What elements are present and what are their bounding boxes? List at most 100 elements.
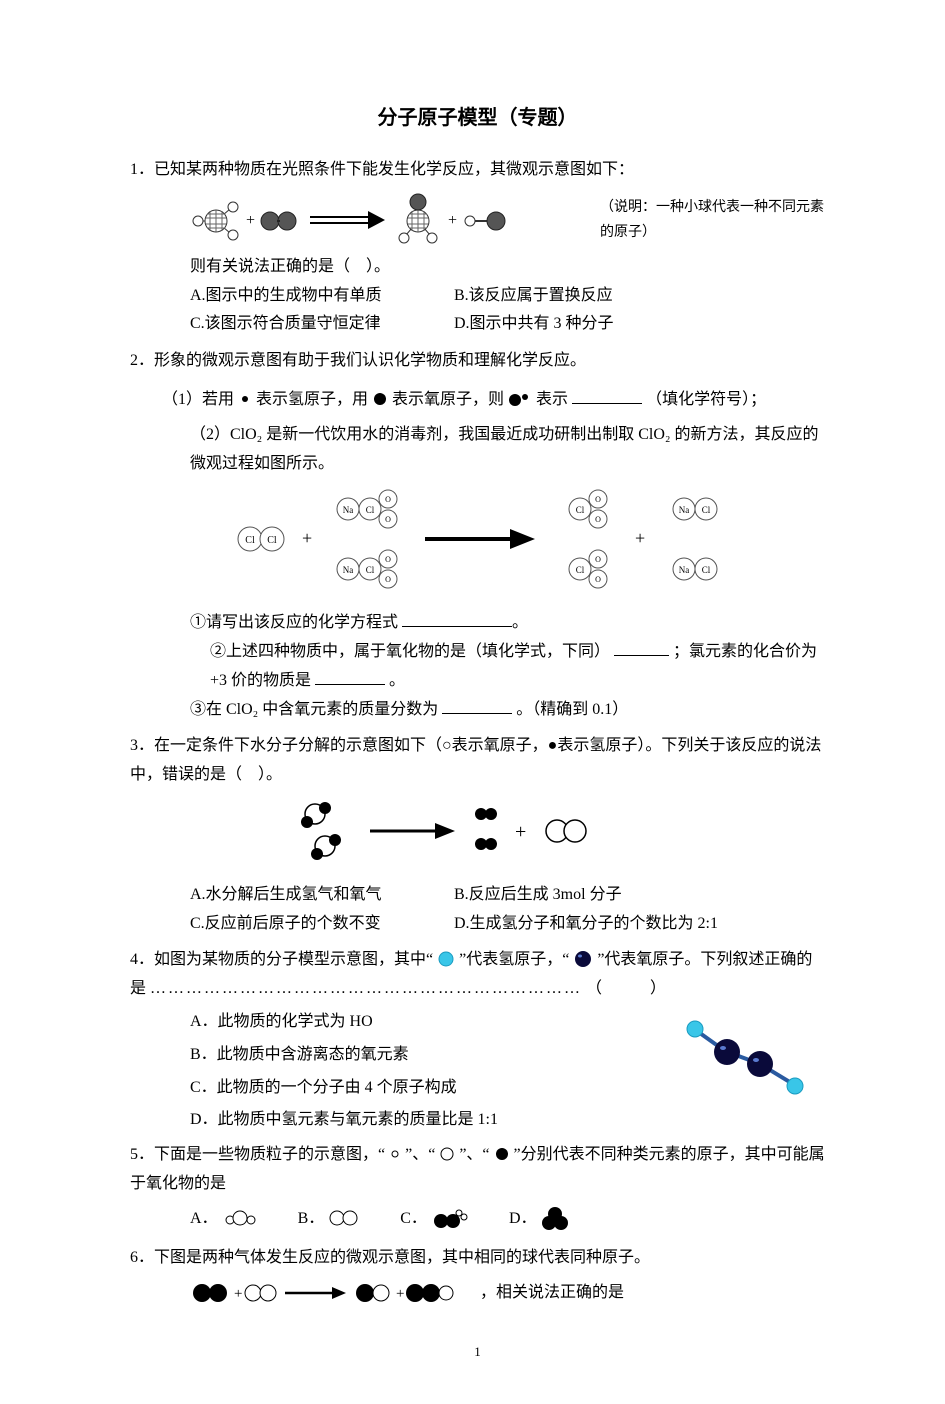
svg-text:Cl: Cl	[702, 505, 711, 515]
q2-p1: （1）若用 表示氢原子，用 表示氧原子，则 表示 （填化学符号）；	[162, 386, 825, 415]
q1-opt-b: B.该反应属于置换反应	[454, 282, 714, 311]
q3-h2-1	[475, 808, 497, 820]
q5-sc: ”、“	[459, 1146, 489, 1163]
q2-diagram: Cl Cl + Na Cl O O Na Cl O O	[230, 484, 825, 605]
q4-h2o2-svg	[675, 1016, 815, 1096]
q5-icon-med	[439, 1146, 455, 1162]
q2-nacl-bot: Na Cl	[673, 558, 717, 580]
q3-h2o-2	[311, 834, 341, 860]
svg-text:+: +	[396, 1286, 404, 1302]
q2-p1e: （填化学符号）；	[646, 391, 766, 408]
svg-text:O: O	[385, 555, 391, 564]
q4-d: D．此物质中氢元素与氧元素的质量比是 1:1	[190, 1106, 825, 1135]
q3-o2	[546, 820, 586, 842]
q4-figure	[675, 1016, 815, 1107]
q2-h-atom-icon	[238, 392, 252, 406]
q5-opt-a: A．	[190, 1205, 258, 1234]
svg-text:Na: Na	[679, 505, 690, 515]
q2-i2: ②上述四种物质中，属于氧化物的是（填化学式，下同） ；氯元素的化合价为+3 价的…	[210, 638, 825, 696]
q2-i2a: ②上述四种物质中，属于氧化物的是（填化学式，下同）	[210, 643, 610, 660]
q4-o-icon	[573, 949, 593, 969]
q6-tail: ，相关说法正确的是	[480, 1279, 624, 1308]
q1-after-fig: 则有关说法正确的是（ ）。	[190, 253, 825, 282]
svg-text:+: +	[234, 1286, 242, 1302]
q5-icon-small	[389, 1148, 401, 1160]
q1-diagram-row: +	[190, 191, 825, 249]
q5-opt-b: B．	[298, 1205, 361, 1234]
q2-naclo2-top: Na Cl O O	[337, 490, 397, 528]
q3-svg: +	[290, 796, 630, 866]
q5-opts: A． B． C． D．	[190, 1205, 825, 1234]
q2-p2: （2）ClO₂ 是新一代饮用水的消毒剂，我国最近成功研制出制取 ClO₂ 的新方…	[190, 421, 825, 479]
q3-diagram: +	[290, 796, 825, 877]
q2-naclo2-bot: Na Cl O O	[337, 550, 397, 588]
q3-a: A.水分解后生成氢气和氧气	[190, 881, 450, 910]
q4-dots: ………………………………………………………………	[150, 980, 582, 997]
q1-reaction-svg: +	[190, 191, 570, 249]
q2-cl2: Cl Cl	[238, 527, 284, 551]
q1-opt-c: C.该图示符合质量守恒定律	[190, 310, 450, 339]
q5-c-label: C．	[400, 1210, 427, 1227]
q2-i1-text: ①请写出该反应的化学方程式	[190, 614, 398, 631]
page-title: 分子原子模型（专题）	[130, 100, 825, 136]
q2-clo2-top: Cl O O	[569, 490, 607, 528]
svg-text:O: O	[385, 515, 391, 524]
svg-text:O: O	[595, 495, 601, 504]
q2-i3b: 。（精确到 0.1）	[516, 701, 628, 718]
q5-a-label: A．	[190, 1210, 218, 1227]
svg-text:Cl: Cl	[702, 565, 711, 575]
q6-row: + + ，相关说法正确的是	[190, 1276, 825, 1310]
q2-blank1	[572, 387, 642, 404]
q4-sb: ”代表氢原子，“	[459, 951, 569, 968]
q1-mol-left	[193, 202, 238, 240]
q2-p1a: （1）若用	[162, 391, 234, 408]
q6-svg: + +	[190, 1276, 480, 1310]
q5-b-label: B．	[298, 1210, 325, 1227]
svg-text:Cl: Cl	[366, 565, 375, 575]
svg-text:Cl: Cl	[576, 565, 585, 575]
q5-a-svg	[222, 1208, 258, 1228]
q5-d-label: D．	[509, 1210, 537, 1227]
q1-plus-1: +	[246, 212, 255, 229]
q5-icon-black	[494, 1146, 510, 1162]
q4-h-icon	[437, 950, 455, 968]
q3-plus: +	[515, 821, 526, 843]
q3-c: C.反应前后原子的个数不变	[190, 910, 450, 939]
q1-prod1	[399, 194, 437, 243]
q3-h2-2	[475, 838, 497, 850]
q2-reaction-svg: Cl Cl + Na Cl O O Na Cl O O	[230, 484, 790, 594]
q2-plus1: +	[302, 528, 312, 548]
q2-blank-val	[315, 668, 385, 685]
svg-text:Cl: Cl	[245, 535, 255, 546]
q2-stem: 2．形象的微观示意图有助于我们认识化学物质和理解化学反应。	[130, 347, 825, 376]
q5-b-svg	[328, 1208, 360, 1228]
q2-o-atom-icon	[372, 391, 388, 407]
q4-paren: （ ）	[586, 980, 666, 997]
q1-opt-d: D.图示中共有 3 种分子	[454, 310, 714, 339]
q2-i3a: ③在 ClO₂ 中含氧元素的质量分数为	[190, 701, 438, 718]
q4-block: 4．如图为某物质的分子模型示意图，其中“ ”代表氢原子，“ ”代表氧原子。下列叙…	[130, 946, 825, 1135]
q5-stem: 5．下面是一些物质粒子的示意图，“ ”、“ ”、“ ”分别代表不同种类元素的原子…	[130, 1141, 825, 1199]
q1-opts-row1: A.图示中的生成物中有单质 B.该反应属于置换反应	[190, 282, 825, 311]
svg-text:Cl: Cl	[366, 505, 375, 515]
q4-sa: 4．如图为某物质的分子模型示意图，其中“	[130, 951, 433, 968]
q2-nacl-top: Na Cl	[673, 498, 717, 520]
q2-p1d: 表示	[536, 391, 568, 408]
q2-p1c: 表示氧原子，则	[392, 391, 504, 408]
q5-c-svg	[431, 1207, 469, 1229]
q1-opts-row2: C.该图示符合质量守恒定律 D.图示中共有 3 种分子	[190, 310, 825, 339]
q1-note: （说明：一种小球代表一种不同元素的原子）	[600, 195, 825, 245]
q3-opts-1: A.水分解后生成氢气和氧气 B.反应后生成 3mol 分子	[190, 881, 825, 910]
q2-clo2-bot: Cl O O	[569, 550, 607, 588]
q5-sa: 5．下面是一些物质粒子的示意图，“	[130, 1146, 385, 1163]
svg-text:Na: Na	[343, 505, 354, 515]
q2-blank-pct	[442, 697, 512, 714]
q3-arrow-head	[435, 823, 455, 839]
q1-prod2	[465, 212, 505, 230]
svg-text:O: O	[595, 575, 601, 584]
q2-arrow	[425, 529, 535, 549]
svg-text:Na: Na	[679, 565, 690, 575]
svg-text:Na: Na	[343, 565, 354, 575]
q1-stem: 1．已知某两种物质在光照条件下能发生化学反应，其微观示意图如下：	[130, 156, 825, 185]
q2-i1: ①请写出该反应的化学方程式 。	[190, 609, 825, 638]
